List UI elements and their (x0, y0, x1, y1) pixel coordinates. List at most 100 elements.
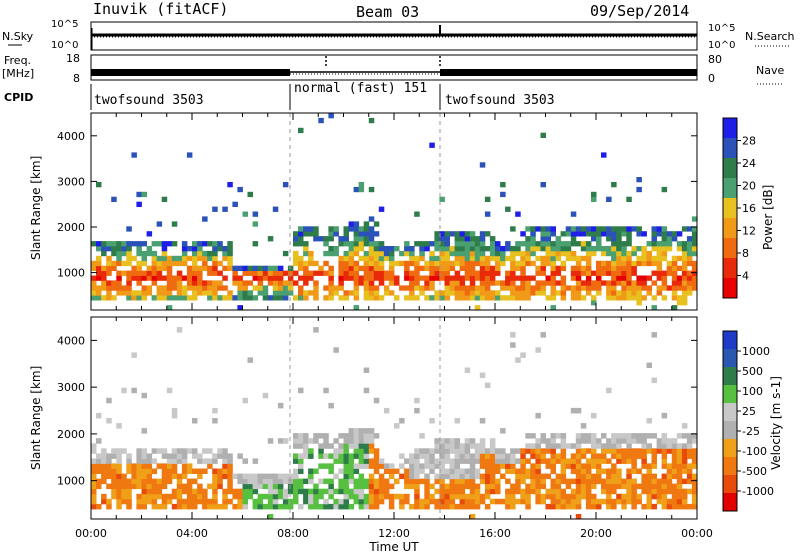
data-cell (363, 443, 370, 449)
data-cell (419, 246, 425, 252)
data-cell (646, 493, 652, 500)
data-cell (282, 438, 289, 444)
data-cell (298, 285, 304, 291)
data-cell (373, 468, 380, 474)
data-cell (394, 280, 400, 286)
data-cell (530, 453, 536, 459)
data-cell (495, 280, 501, 286)
data-cell (373, 483, 380, 490)
data-cell (530, 478, 536, 485)
data-cell (646, 260, 652, 267)
data-cell (666, 270, 673, 276)
data-cell (661, 433, 668, 439)
data-cell (570, 498, 577, 505)
data-cell (510, 463, 516, 469)
data-cell (287, 290, 294, 296)
data-cell (626, 468, 632, 474)
data-cell (383, 463, 390, 469)
data-cell (267, 478, 274, 485)
data-cell (409, 463, 415, 469)
data-cell (540, 132, 546, 138)
data-cell (237, 503, 243, 510)
data-cell (419, 255, 425, 262)
data-cell (681, 250, 688, 257)
data-cell (101, 270, 107, 276)
data-cell (242, 498, 248, 505)
data-cell (535, 478, 541, 485)
data-cell (575, 270, 582, 276)
data-cell (212, 493, 218, 500)
data-cell (323, 250, 329, 257)
data-cell (636, 448, 642, 454)
data-cell (363, 260, 370, 267)
data-cell (606, 503, 612, 510)
data-cell (459, 468, 466, 474)
data-cell (484, 458, 491, 464)
y-tick-label: 4000 (57, 130, 85, 143)
data-cell (631, 448, 637, 454)
data-cell (212, 285, 218, 291)
data-cell (383, 468, 390, 474)
data-cell (409, 483, 415, 490)
data-cell (303, 250, 309, 257)
data-cell (686, 285, 693, 291)
data-cell (227, 290, 233, 296)
data-cell (227, 468, 233, 474)
data-cell (404, 285, 410, 291)
data-cell (298, 453, 304, 459)
data-cell (621, 246, 627, 252)
data-cell (358, 255, 365, 262)
data-cell (540, 493, 546, 500)
data-cell (469, 255, 476, 262)
data-cell (151, 241, 158, 247)
data-cell (676, 483, 683, 490)
data-cell (378, 255, 385, 262)
data-cell (525, 483, 531, 490)
data-cell (227, 473, 233, 480)
data-cell (424, 448, 430, 454)
data-cell (530, 231, 536, 237)
data-cell (626, 270, 632, 276)
data-cell (161, 448, 168, 454)
data-cell (353, 483, 360, 490)
data-cell (474, 488, 481, 495)
data-cell (343, 488, 349, 495)
data-cell (601, 265, 607, 271)
data-cell (464, 250, 471, 257)
data-cell (439, 453, 445, 459)
data-cell (585, 270, 592, 276)
data-cell (681, 270, 688, 276)
data-cell (434, 458, 440, 464)
data-cell (621, 498, 627, 505)
data-cell (126, 503, 132, 510)
data-cell (212, 250, 218, 257)
data-cell (378, 280, 385, 286)
data-cell (656, 290, 663, 296)
data-cell (181, 250, 188, 257)
data-cell (151, 255, 158, 262)
data-cell (500, 428, 506, 434)
data-cell (348, 463, 355, 469)
data-cell (116, 280, 122, 286)
data-cell (353, 463, 360, 469)
data-cell (691, 488, 698, 495)
data-cell (656, 438, 663, 444)
data-cell (207, 241, 213, 247)
data-cell (626, 196, 632, 202)
data-cell (293, 231, 299, 237)
data-cell (222, 265, 228, 271)
data-cell (111, 453, 117, 459)
data-cell (394, 260, 400, 267)
data-cell (298, 290, 304, 296)
data-cell (409, 295, 415, 301)
data-cell (540, 483, 546, 490)
data-cell (207, 250, 213, 257)
data-cell (459, 285, 466, 291)
data-cell (192, 280, 198, 286)
data-cell (272, 295, 279, 301)
data-cell (489, 265, 496, 271)
data-cell (363, 478, 370, 485)
data-cell (136, 468, 142, 474)
data-cell (686, 250, 693, 257)
data-cell (242, 483, 248, 490)
